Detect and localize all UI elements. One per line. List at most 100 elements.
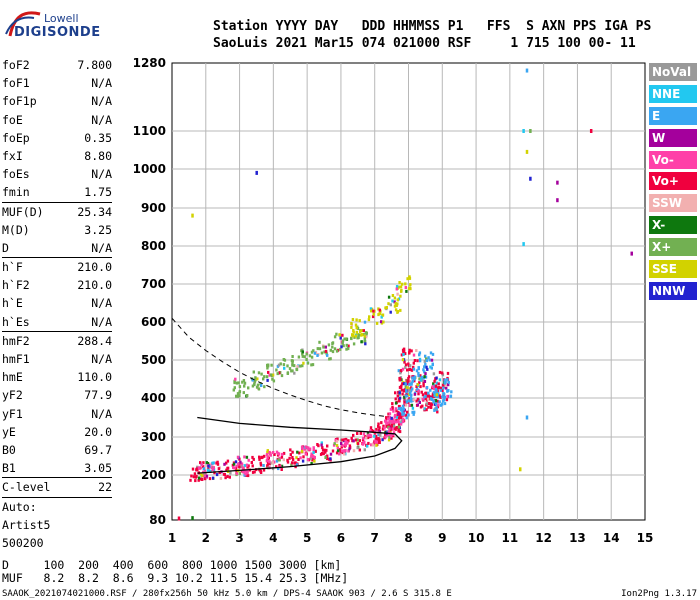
echo-point xyxy=(367,441,370,445)
param-name: hmF1 xyxy=(2,352,30,366)
echo-point xyxy=(206,462,210,465)
echo-point xyxy=(426,367,429,371)
echo-point xyxy=(387,423,391,427)
isolated-echo-point xyxy=(589,129,593,133)
echo-point xyxy=(417,389,420,393)
echo-point xyxy=(447,383,450,387)
echo-point xyxy=(435,402,438,406)
echo-point xyxy=(253,383,256,387)
echo-point xyxy=(403,395,406,399)
echo-point xyxy=(216,460,219,464)
x-tick-label: 7 xyxy=(371,531,379,545)
echo-point xyxy=(395,426,398,429)
echo-point xyxy=(196,468,199,472)
echo-point xyxy=(300,449,304,453)
echo-point xyxy=(344,443,347,447)
echo-point xyxy=(389,407,393,411)
echo-point xyxy=(304,445,307,449)
echo-point xyxy=(390,436,393,440)
echo-point xyxy=(405,289,408,293)
echo-point xyxy=(439,388,442,392)
echo-point xyxy=(293,364,296,368)
echo-point xyxy=(416,383,419,387)
param-name: h`F xyxy=(2,260,23,275)
param-name: Artist5 xyxy=(2,517,51,532)
x-tick-label: 9 xyxy=(438,531,446,545)
echo-point xyxy=(212,466,215,470)
legend-item-ssw: SSW xyxy=(649,194,697,213)
echo-point xyxy=(313,351,317,355)
param-value: 288.4 xyxy=(77,333,112,348)
echo-point xyxy=(258,468,261,472)
echo-point xyxy=(266,449,269,453)
echo-point xyxy=(309,456,313,460)
echo-point xyxy=(419,374,422,378)
param-name: 500200 xyxy=(2,535,44,550)
echo-point xyxy=(387,412,390,416)
echo-point xyxy=(341,339,345,343)
echo-point xyxy=(391,420,394,424)
echo-point xyxy=(291,450,294,454)
param-separator xyxy=(2,257,112,259)
param-value: 20.0 xyxy=(84,424,112,439)
echo-point xyxy=(398,281,401,284)
echo-point xyxy=(288,456,291,460)
echo-scatter xyxy=(177,68,633,521)
echo-point xyxy=(423,365,426,369)
echo-point xyxy=(350,436,353,440)
echo-point xyxy=(308,447,312,451)
echo-point xyxy=(427,394,430,398)
echo-point xyxy=(301,350,304,354)
echo-point xyxy=(424,354,427,358)
echo-point xyxy=(424,397,428,400)
echo-point xyxy=(286,371,290,375)
x-tick-label: 11 xyxy=(502,531,519,545)
echo-point xyxy=(408,368,411,371)
echo-point xyxy=(202,465,205,469)
echo-point xyxy=(232,388,235,392)
echo-point xyxy=(323,350,326,354)
echo-point xyxy=(211,476,215,480)
echo-point xyxy=(237,462,240,466)
echo-point xyxy=(268,460,271,464)
echo-point xyxy=(342,344,345,348)
echo-point xyxy=(236,392,240,396)
echo-point xyxy=(290,359,294,363)
echo-point xyxy=(350,337,353,341)
echo-point xyxy=(341,333,344,337)
echo-point xyxy=(241,466,245,470)
echo-point xyxy=(310,363,313,367)
echo-point xyxy=(402,353,405,356)
echo-point xyxy=(375,427,378,431)
echo-point xyxy=(222,472,226,476)
echo-point xyxy=(412,361,415,365)
echo-point xyxy=(441,371,444,375)
echo-point xyxy=(356,432,359,435)
y-tick-label: 1000 xyxy=(133,162,166,176)
echo-point xyxy=(408,275,411,279)
echo-point xyxy=(378,429,382,433)
echo-point xyxy=(398,396,402,400)
echo-point xyxy=(371,443,375,447)
echo-point xyxy=(412,412,415,416)
param-value: 8.80 xyxy=(84,148,112,163)
echo-point xyxy=(277,363,281,367)
echo-point xyxy=(251,470,255,474)
echo-point xyxy=(403,389,406,393)
echo-point xyxy=(400,369,403,372)
echo-point xyxy=(280,455,284,459)
param-row: hmF2 288.4 xyxy=(2,332,112,350)
echo-point xyxy=(438,378,442,382)
param-name: foEp xyxy=(2,130,30,145)
echo-point xyxy=(335,439,339,443)
echo-point xyxy=(396,302,399,306)
param-value: 25.34 xyxy=(77,204,112,219)
echo-point xyxy=(238,471,241,475)
echo-point xyxy=(377,307,380,311)
echo-point xyxy=(245,455,249,459)
echo-point xyxy=(436,389,439,393)
echo-point xyxy=(310,462,313,465)
param-value: N/A xyxy=(91,314,112,329)
echo-point xyxy=(436,399,439,403)
echo-point xyxy=(411,387,414,391)
